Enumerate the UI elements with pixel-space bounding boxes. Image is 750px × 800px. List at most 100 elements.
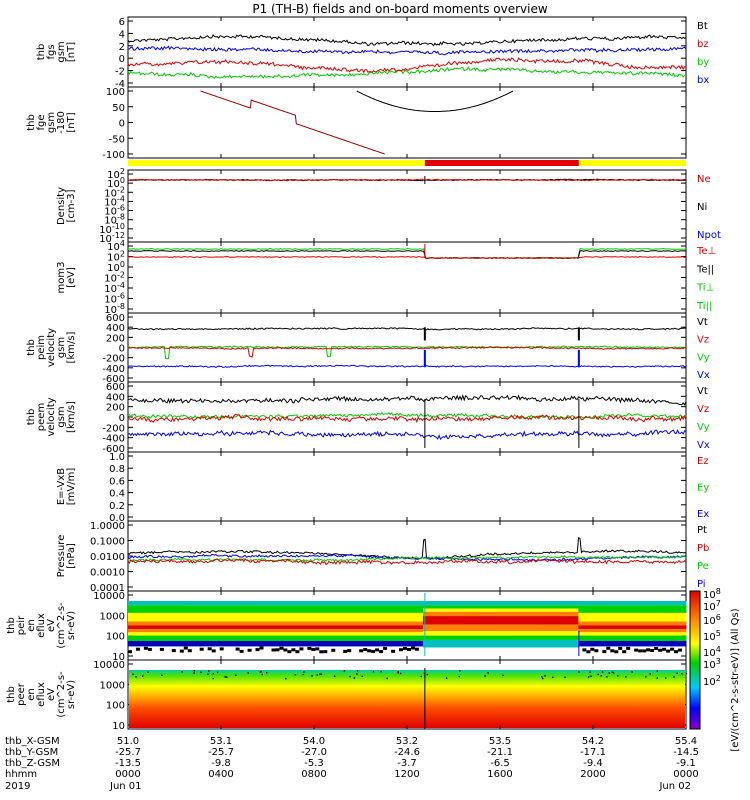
spectrogram-cell [223,625,229,630]
spectrogram-cell [141,675,144,677]
spectrogram-cell [179,641,185,647]
spectrogram-cell [171,625,177,630]
spectrogram-cell [132,641,137,647]
y-axis-label: thb peer en eflux eV (cm^2-s-sr-eV) [6,671,77,718]
spectrogram-cell [223,612,229,622]
y-tick-label: 0.2 [109,501,125,512]
y-tick-label: 50 [112,103,125,114]
spectrogram-cell [534,624,539,632]
spectrogram-cell [542,635,547,640]
series-bz [127,57,687,74]
y-tick-label: 1000 [100,680,125,691]
spectrogram-cell [195,621,201,626]
spectrogram-cell [590,675,592,677]
series-Ne [127,178,687,182]
spectrogram-cell [255,632,260,636]
spectrogram-cell [678,625,683,630]
spectrogram-cell [399,672,402,675]
spectrogram-cell [163,629,169,633]
spectrogram-cell [638,601,643,606]
spectrogram-cell [622,601,627,606]
spectrogram-cell [203,605,209,613]
spectrogram-cell [586,629,591,633]
spectrogram-cell [255,625,260,630]
spectrogram-cell [610,612,615,622]
spectrogram-cell [339,621,344,626]
spectrogram-cell [339,601,344,606]
spectrogram-cell [662,632,667,636]
spectrogram-cell [367,641,372,647]
spectrogram-cell [363,612,368,622]
spectrogram-cell [347,635,352,641]
spectrogram-cell [614,605,619,613]
spectrogram-cell [191,641,197,647]
spectrogram-cell [347,612,352,622]
spectrogram-cell [625,676,627,678]
spectrogram-cell [175,629,181,633]
spectrogram-cell [155,635,161,641]
spectrogram-cell [534,601,539,606]
spectrogram-cell [602,605,607,613]
spectrogram-cell [140,605,145,613]
footer-cell: 1200 [394,769,419,780]
spectrogram-cell [219,647,224,651]
spectrogram-cell [611,671,614,673]
spectrogram-cell [331,629,336,633]
spectrogram-cell [399,635,404,641]
spectrogram-cell [626,635,631,641]
spectrogram-cell [654,635,659,641]
y-axis-label-line: E=-VxB [56,468,67,505]
spectrogram-cell [506,639,512,648]
spectrogram-cell [514,611,520,617]
spectrogram-cell [438,605,444,609]
y-tick-label: 10000 [93,660,125,671]
spectrogram-cell [267,612,272,622]
legend-entry: Ex [697,509,709,520]
spectrogram-cell [263,612,268,622]
spectrogram-cell [128,635,133,641]
series-Vt [127,394,687,406]
footer-cell: Jun 02 [658,781,691,792]
series-Vz [127,413,687,424]
spectrogram-cell [351,632,356,636]
spectrogram-cell [379,625,384,630]
spectrogram-cell [578,635,583,641]
y-axis-label-line: [cm-3] [66,189,77,222]
spectrogram-cell [299,647,304,651]
spectrogram-cell [311,605,316,613]
spectrogram-cell [626,621,631,626]
footer-cell: -17.1 [580,747,606,758]
spectrogram-cell [335,612,340,622]
spectrogram-cell [243,635,249,641]
spectrogram-cell [155,629,161,633]
spectrogram-cell [307,629,312,633]
spectrogram-cell [538,631,543,636]
spectrogram-cell [618,641,623,647]
spectrogram-cell [487,672,489,674]
spectrogram-cell [343,605,348,613]
spectrogram-cell [602,641,607,647]
spectrogram-cell [630,601,635,606]
spectrogram-cell [195,605,201,613]
spectrogram-cell [267,632,272,636]
spectrogram-cell [570,635,575,640]
spectrogram-cell [578,641,583,647]
spectrogram-cell [558,639,563,648]
spectrogram-cell [347,649,352,653]
spectrogram-cell [470,635,476,640]
spectrogram-cell [446,608,452,612]
spectrogram-cell [227,629,233,633]
spectrogram-cell [450,608,456,612]
spectrogram-cell [674,621,679,626]
spectrogram-cell [132,629,137,633]
spectrogram-cell [371,649,376,653]
mode-bar-slow [578,160,686,166]
spectrogram-cell [550,631,555,636]
spectrogram-cell [307,612,312,622]
spectrogram-cell [562,608,567,612]
spectrogram-cell [550,608,555,612]
spectrogram-cell [614,635,619,641]
spectrogram-cell [606,612,611,622]
spectrogram-cell [606,621,611,626]
